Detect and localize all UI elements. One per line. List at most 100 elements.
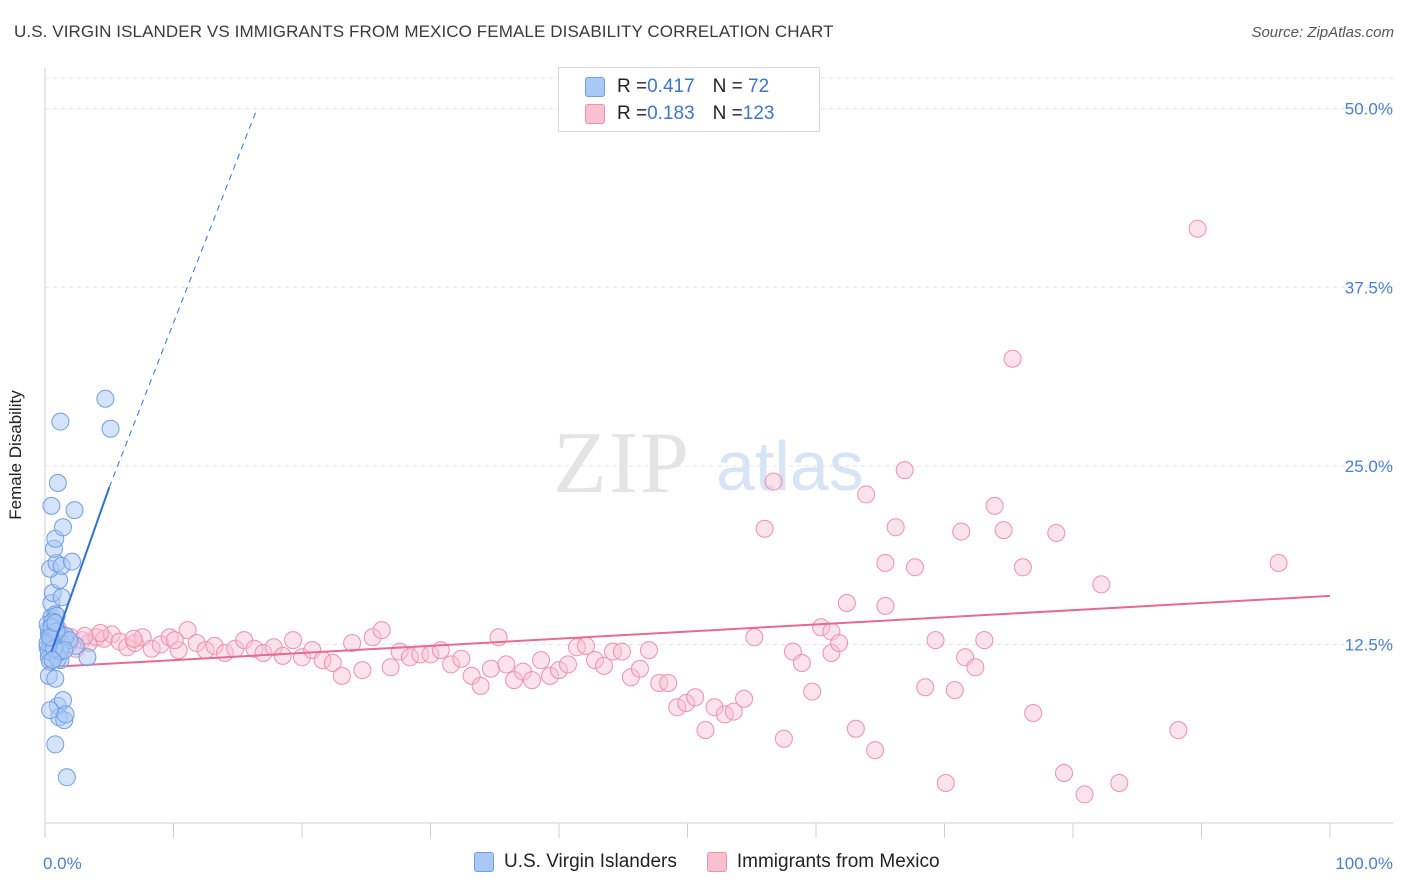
- point-immigrants-from-mexico: [696, 721, 715, 740]
- point-immigrants-from-mexico: [550, 661, 568, 680]
- point-immigrants-from-mexico: [481, 659, 500, 678]
- point-immigrants-from-mexico: [686, 688, 705, 707]
- point-us-virgin-islanders: [101, 419, 120, 438]
- point-immigrants-from-mexico: [462, 666, 481, 685]
- point-immigrants-from-mexico: [169, 641, 188, 660]
- point-immigrants-from-mexico: [876, 596, 895, 615]
- legend-n-value: 72: [742, 76, 770, 97]
- point-us-virgin-islanders: [46, 669, 65, 688]
- point-us-virgin-islanders: [51, 412, 70, 431]
- trendline-extension-us-virgin-islanders: [108, 108, 258, 488]
- point-immigrants-from-mexico: [895, 461, 914, 480]
- legend-swatch-blue: [585, 77, 605, 97]
- point-immigrants-from-mexico: [178, 621, 197, 640]
- chart-title: U.S. VIRGIN ISLANDER VS IMMIGRANTS FROM …: [14, 22, 834, 41]
- point-immigrants-from-mexico: [630, 659, 649, 678]
- legend-item-virgin-islanders: U.S. Virgin Islanders: [474, 851, 677, 873]
- point-immigrants-from-mexico: [585, 651, 604, 670]
- point-immigrants-from-mexico: [705, 698, 724, 717]
- y-tick-label: 37.5%: [1345, 278, 1393, 297]
- point-immigrants-from-mexico: [745, 628, 764, 647]
- point-immigrants-from-mexico: [102, 625, 121, 644]
- point-immigrants-from-mexico: [332, 666, 351, 685]
- point-immigrants-from-mexico: [124, 629, 143, 648]
- point-immigrants-from-mexico: [558, 655, 577, 674]
- point-us-virgin-islanders: [57, 768, 76, 787]
- legend-n-label: N =: [712, 103, 743, 124]
- point-immigrants-from-mexico: [668, 698, 687, 717]
- legend-r-value: 0.183: [647, 103, 695, 124]
- legend-swatch-pink: [706, 852, 727, 872]
- point-immigrants-from-mexico: [372, 621, 391, 640]
- point-immigrants-from-mexico: [91, 624, 110, 642]
- point-immigrants-from-mexico: [857, 485, 876, 504]
- point-immigrants-from-mexico: [994, 521, 1013, 540]
- point-immigrants-from-mexico: [1169, 721, 1188, 740]
- point-immigrants-from-mexico: [532, 651, 551, 670]
- point-us-virgin-islanders: [42, 496, 61, 515]
- point-us-virgin-islanders: [55, 641, 74, 660]
- legend-row-mexico: R = 0.183 N = 123: [585, 102, 774, 126]
- point-immigrants-from-mexico: [966, 658, 985, 677]
- legend-r-label: R =: [617, 76, 648, 97]
- point-immigrants-from-mexico: [151, 635, 170, 654]
- point-immigrants-from-mexico: [1188, 219, 1207, 238]
- point-immigrants-from-mexico: [822, 644, 841, 662]
- trendline-us-virgin-islanders: [50, 486, 111, 652]
- point-us-virgin-islanders: [96, 389, 115, 408]
- point-immigrants-from-mexico: [205, 636, 224, 655]
- point-immigrants-from-mexico: [975, 631, 994, 650]
- legend-n-value: 123: [742, 103, 775, 124]
- point-us-virgin-islanders: [56, 705, 75, 724]
- point-immigrants-from-mexico: [1055, 764, 1074, 782]
- point-immigrants-from-mexico: [1092, 575, 1111, 594]
- point-immigrants-from-mexico: [284, 631, 303, 650]
- x-tick-label: 0.0%: [43, 854, 82, 873]
- point-immigrants-from-mexico: [830, 634, 849, 652]
- point-immigrants-from-mexico: [567, 638, 586, 657]
- point-us-virgin-islanders: [43, 651, 62, 670]
- point-immigrants-from-mexico: [764, 472, 783, 491]
- point-immigrants-from-mexico: [1110, 774, 1129, 792]
- point-immigrants-from-mexico: [471, 676, 490, 695]
- point-immigrants-from-mexico: [916, 678, 935, 697]
- point-immigrants-from-mexico: [905, 558, 924, 577]
- point-us-virgin-islanders: [65, 501, 84, 520]
- point-immigrants-from-mexico: [160, 628, 179, 647]
- point-immigrants-from-mexico: [353, 661, 372, 680]
- point-immigrants-from-mexico: [735, 689, 754, 708]
- y-tick-label: 50.0%: [1345, 100, 1393, 119]
- point-immigrants-from-mexico: [254, 644, 273, 662]
- y-tick-label: 25.0%: [1345, 457, 1393, 476]
- legend-r-label: R =: [617, 103, 648, 124]
- point-immigrants-from-mexico: [926, 631, 945, 650]
- point-immigrants-from-mexico: [541, 666, 560, 685]
- point-immigrants-from-mexico: [1075, 785, 1094, 804]
- point-us-virgin-islanders: [46, 735, 65, 754]
- point-immigrants-from-mexico: [945, 681, 964, 700]
- point-immigrants-from-mexico: [1269, 554, 1288, 572]
- point-immigrants-from-mexico: [952, 522, 971, 541]
- stats-legend: R = 0.417 N = 72 R = 0.183 N = 123: [558, 67, 820, 132]
- legend-n-label: N =: [712, 76, 743, 97]
- point-immigrants-from-mexico: [497, 655, 516, 674]
- point-immigrants-from-mexico: [639, 641, 658, 660]
- point-immigrants-from-mexico: [846, 719, 865, 738]
- point-immigrants-from-mexico: [803, 682, 822, 701]
- point-immigrants-from-mexico: [1013, 558, 1032, 577]
- point-immigrants-from-mexico: [936, 774, 955, 792]
- point-immigrants-from-mexico: [612, 642, 631, 661]
- point-immigrants-from-mexico: [363, 628, 382, 647]
- point-immigrants-from-mexico: [452, 649, 471, 668]
- x-tick-label: 100.0%: [1335, 854, 1393, 873]
- point-us-virgin-islanders: [62, 552, 81, 571]
- point-immigrants-from-mexico: [837, 594, 856, 612]
- point-immigrants-from-mexico: [594, 656, 613, 675]
- point-immigrants-from-mexico: [142, 639, 161, 658]
- point-immigrants-from-mexico: [985, 496, 1004, 515]
- point-immigrants-from-mexico: [400, 648, 419, 667]
- watermark-zip: ZIP: [553, 415, 691, 512]
- point-immigrants-from-mexico: [774, 729, 793, 748]
- legend-item-mexico: Immigrants from Mexico: [706, 851, 940, 873]
